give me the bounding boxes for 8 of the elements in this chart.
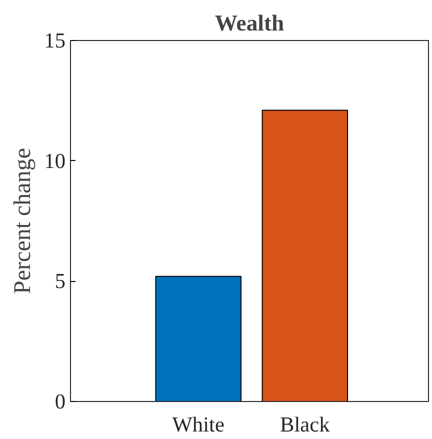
y-tick-label: 0 [54, 390, 66, 414]
chart-title: Wealth [214, 10, 285, 36]
y-tick-label: 10 [44, 148, 66, 173]
y-tick-label: 5 [54, 269, 66, 294]
y-axis-title: Percent change [10, 148, 36, 294]
y-tick-label: 15 [44, 28, 66, 52]
x-tick-label: White [172, 412, 224, 436]
x-tick-label: Black [280, 412, 330, 436]
